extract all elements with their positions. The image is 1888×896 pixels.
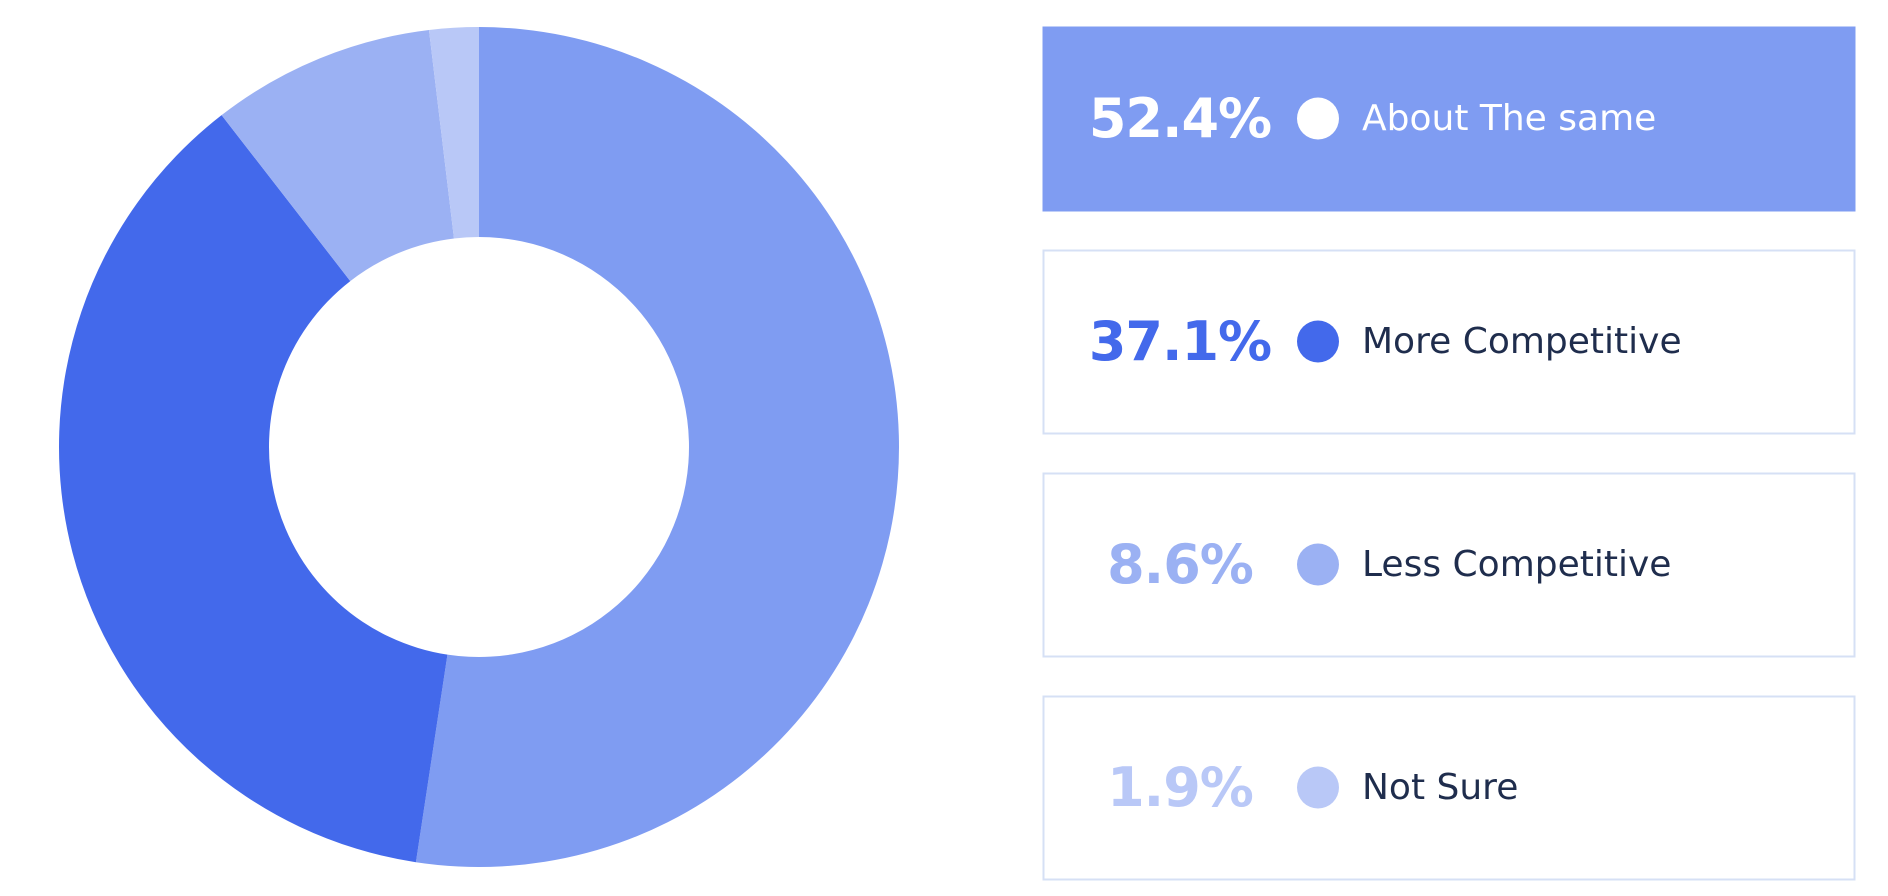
legend-card-box xyxy=(1042,472,1856,658)
legend-label: More Competitive xyxy=(1362,321,1682,362)
legend-card-box xyxy=(1042,695,1856,881)
legend-card: 37.1% More Competitive xyxy=(1042,249,1856,435)
legend-percent: 8.6% xyxy=(1107,533,1253,596)
legend-marker xyxy=(1297,97,1339,140)
legend-marker xyxy=(1297,543,1339,586)
legend-percent: 1.9% xyxy=(1107,756,1253,819)
donut-slice xyxy=(415,27,900,867)
legend-label: Less Competitive xyxy=(1362,544,1671,585)
legend-label: Not Sure xyxy=(1362,767,1518,808)
legend-percent: 37.1% xyxy=(1089,310,1271,373)
legend-marker xyxy=(1297,320,1339,363)
donut-slice xyxy=(221,29,454,282)
legend-marker xyxy=(1297,766,1339,809)
legend-card-box xyxy=(1042,249,1856,435)
legend-card: 8.6% Less Competitive xyxy=(1042,472,1856,658)
donut-slice xyxy=(428,27,479,239)
legend-card: 52.4% About The same xyxy=(1042,26,1856,212)
legend-card-box xyxy=(1042,26,1856,212)
donut-slice xyxy=(59,115,448,863)
legend-card: 1.9% Not Sure xyxy=(1042,695,1856,881)
legend-label: About The same xyxy=(1362,98,1656,139)
legend-percent: 52.4% xyxy=(1089,87,1271,150)
